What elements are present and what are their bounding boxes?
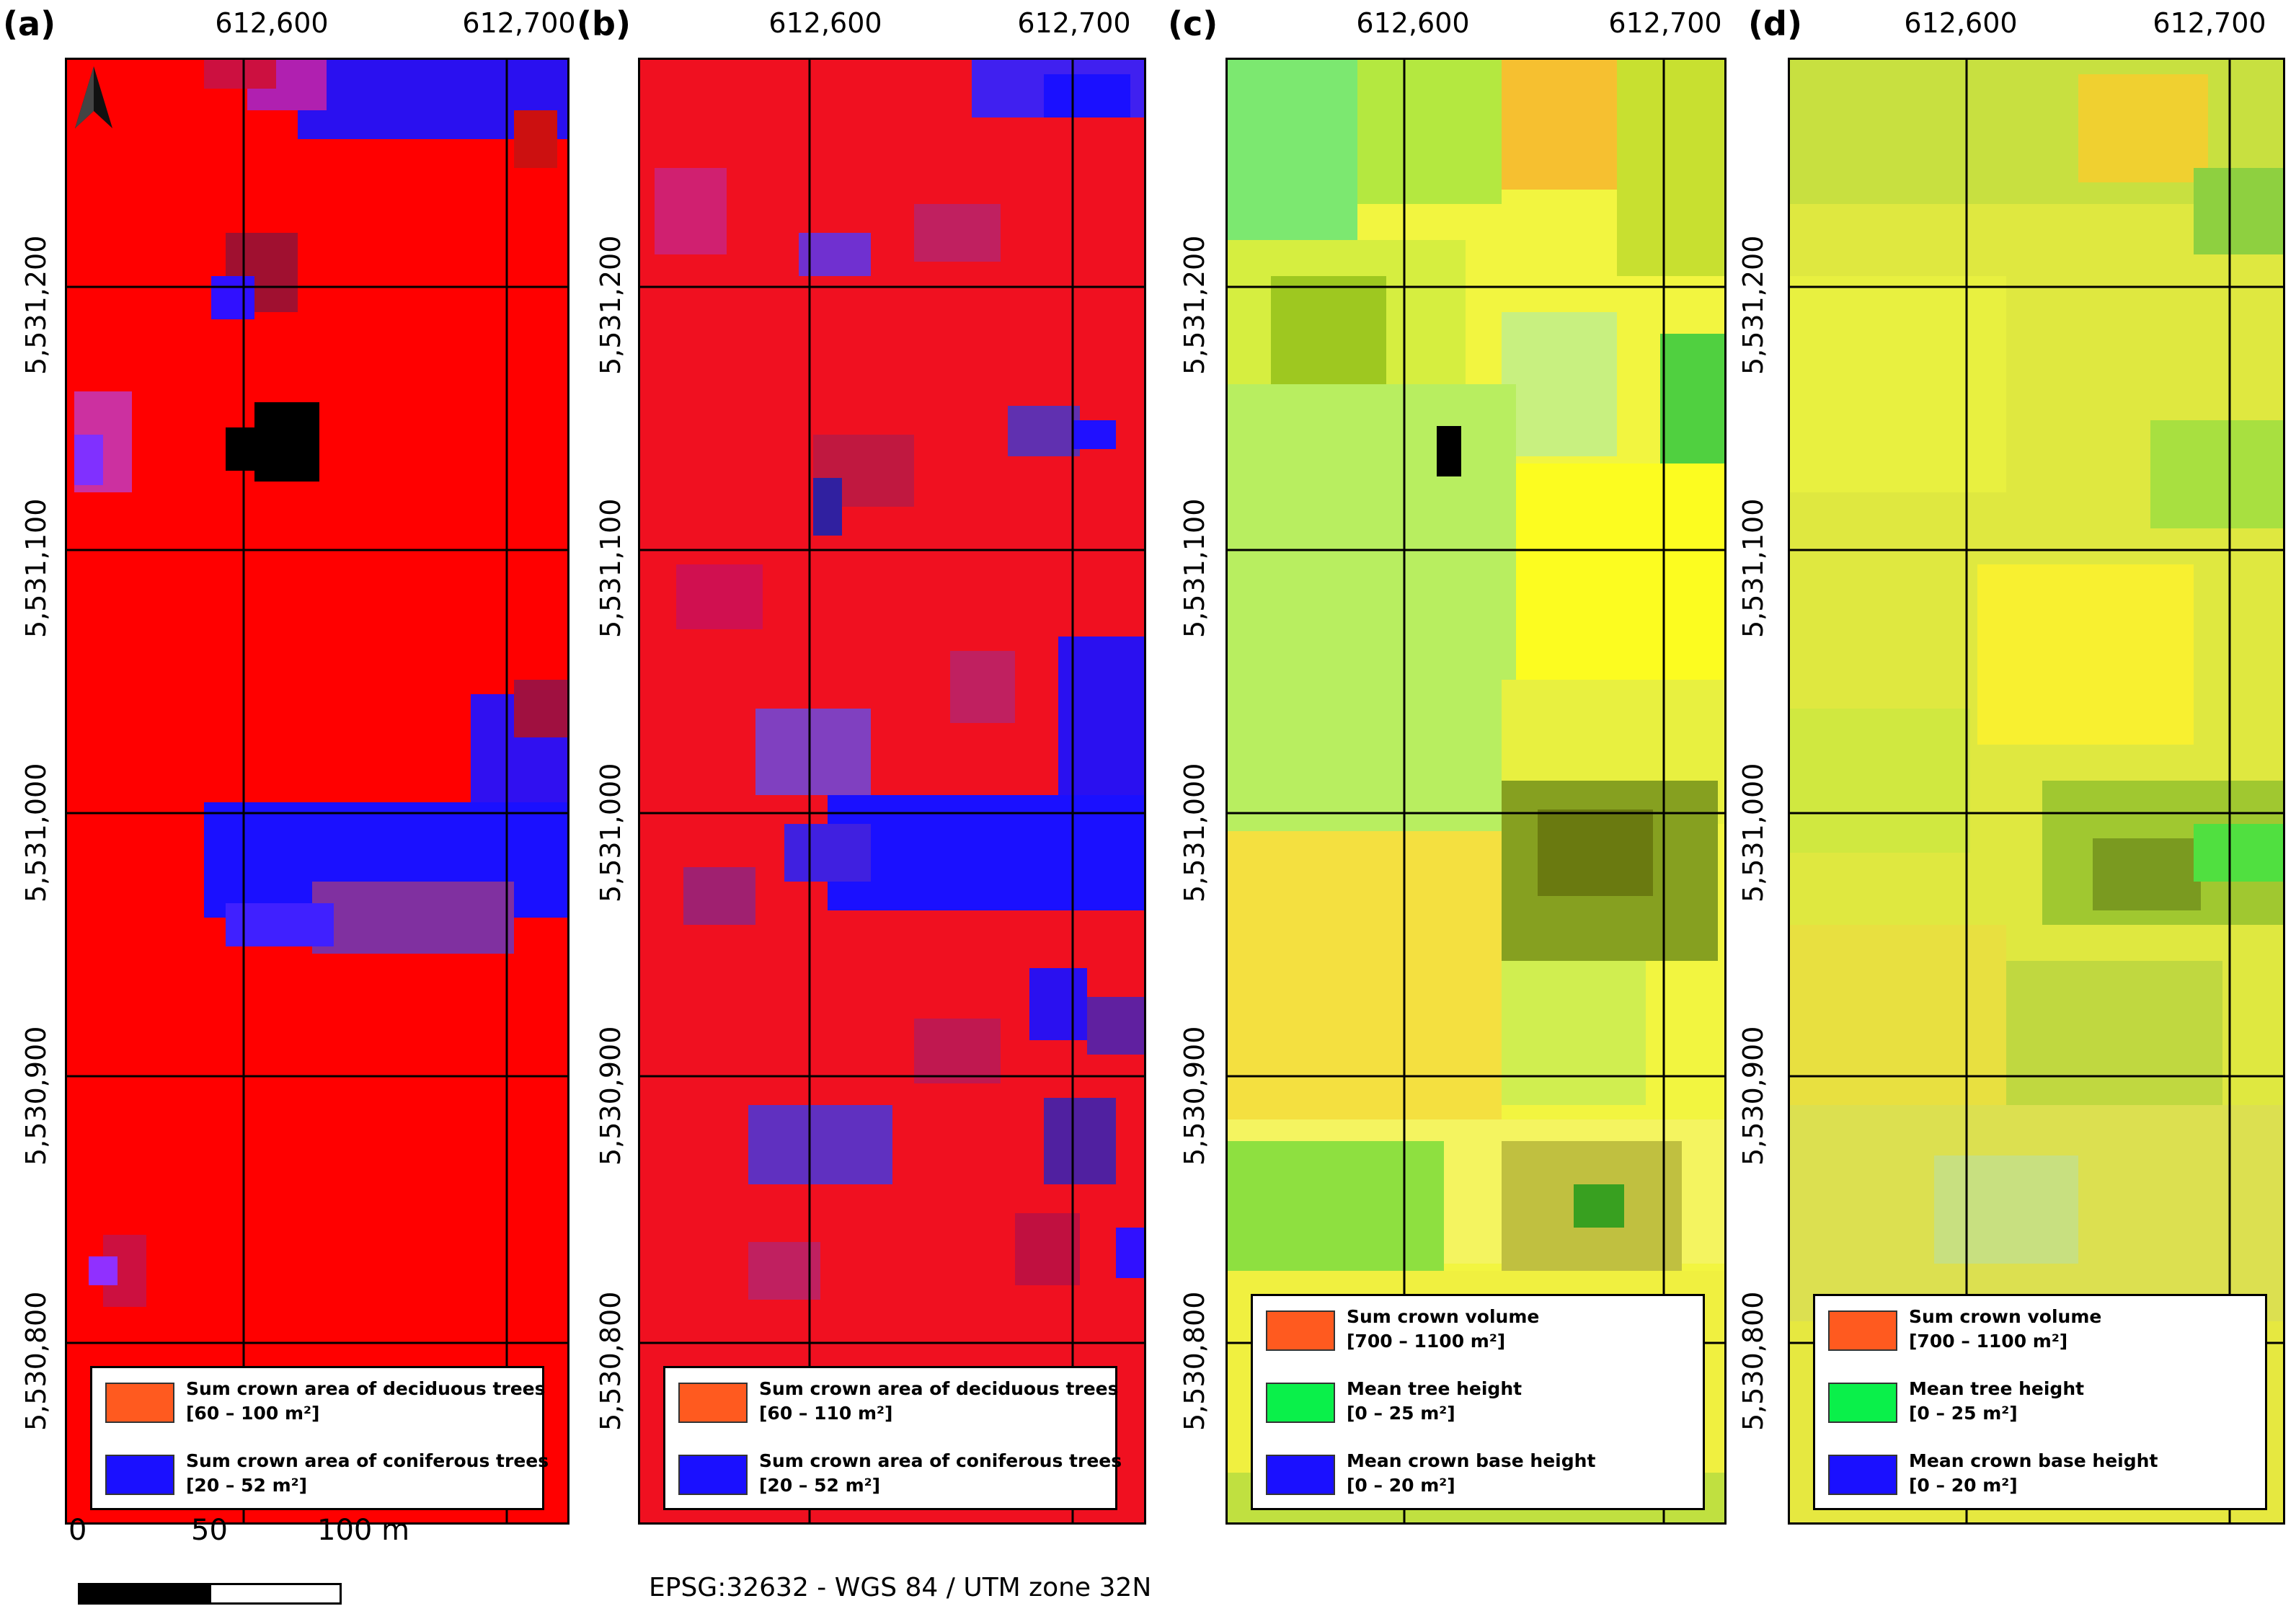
y-tick-label: 5,531,000 [595, 763, 626, 902]
legend-label: Sum crown volume [1909, 1306, 2102, 1327]
y-tick-label: 5,530,900 [20, 1026, 52, 1166]
legend: Sum crown area of deciduous trees [60 – … [663, 1366, 1122, 1510]
legend-swatch [1828, 1383, 1897, 1423]
legend: Sum crown area of deciduous trees [60 – … [90, 1366, 549, 1510]
y-tick-label: 5,531,100 [1737, 498, 1769, 638]
raster-layer [640, 60, 1144, 1522]
y-tick-label: 5,531,200 [1737, 235, 1769, 375]
legend-range: [0 – 20 m²] [1909, 1475, 2018, 1496]
crs-label: EPSG:32632 - WGS 84 / UTM zone 32N [649, 1573, 1152, 1602]
legend-label: Sum crown area of deciduous trees [186, 1378, 546, 1399]
x-tick-label: 612,700 [2153, 7, 2266, 39]
y-tick-label: 5,530,800 [595, 1291, 626, 1431]
y-tick-label: 5,530,800 [1737, 1291, 1769, 1431]
y-tick-label: 5,530,800 [20, 1291, 52, 1431]
legend-range: [0 – 25 m²] [1347, 1403, 1455, 1424]
raster-map [638, 58, 1146, 1525]
legend-swatch [105, 1383, 174, 1423]
legend-range: [0 – 25 m²] [1909, 1403, 2018, 1424]
legend-swatch [1266, 1455, 1335, 1495]
scale-label: 50 [191, 1514, 228, 1547]
legend-swatch [1828, 1455, 1897, 1495]
mixed-noise [655, 168, 1080, 1300]
scale-bar-graphic [78, 1583, 342, 1605]
x-tick-label: 612,700 [1608, 7, 1722, 39]
raster-map [65, 58, 569, 1525]
utm-grid [640, 60, 1144, 1522]
coniferous-patches [748, 60, 1144, 1278]
nodata-patch [1437, 426, 1461, 476]
y-tick-label: 5,531,000 [20, 763, 52, 902]
y-tick-label: 5,531,200 [595, 235, 626, 375]
legend-range: [60 – 110 m²] [759, 1403, 893, 1424]
legend-range: [700 – 1100 m²] [1909, 1331, 2068, 1352]
legend-label: Mean tree height [1347, 1378, 1522, 1399]
utm-grid [67, 60, 567, 1522]
legend-label: Mean crown base height [1909, 1450, 2158, 1471]
legend-label: Sum crown area of deciduous trees [759, 1378, 1119, 1399]
y-tick-label: 5,530,900 [1179, 1026, 1210, 1166]
legend-label: Sum crown area of coniferous trees [759, 1450, 1122, 1471]
legend-range: [0 – 20 m²] [1347, 1475, 1455, 1496]
y-tick-label: 5,531,200 [1179, 235, 1210, 375]
north-arrow-icon [75, 66, 112, 128]
panel-letter: (c) [1168, 4, 1218, 43]
legend-label: Sum crown volume [1347, 1306, 1540, 1327]
y-tick-label: 5,531,100 [20, 498, 52, 638]
legend-range: [60 – 100 m²] [186, 1403, 320, 1424]
x-tick-label: 612,700 [462, 7, 576, 39]
panel-letter: (d) [1748, 4, 1802, 43]
y-tick-label: 5,531,200 [20, 235, 52, 375]
panel-letter: (a) [3, 4, 56, 43]
legend-swatch [1266, 1310, 1335, 1351]
nodata-patch [226, 402, 319, 482]
y-tick-label: 5,530,900 [595, 1026, 626, 1166]
legend-swatch [1266, 1383, 1335, 1423]
coniferous-patches [74, 60, 567, 1307]
legend-label: Mean crown base height [1347, 1450, 1596, 1471]
x-tick-label: 612,600 [215, 7, 329, 39]
legend-label: Mean tree height [1909, 1378, 2085, 1399]
y-tick-label: 5,531,000 [1737, 763, 1769, 902]
legend: Sum crown volume [700 – 1100 m²] Mean tr… [1251, 1294, 1705, 1510]
legend-swatch [1828, 1310, 1897, 1351]
legend-swatch [678, 1455, 748, 1495]
x-tick-label: 612,600 [1904, 7, 2018, 39]
y-tick-label: 5,531,100 [595, 498, 626, 638]
scale-label: 100 m [317, 1514, 410, 1547]
scale-label: 0 [68, 1514, 87, 1547]
legend-range: [20 – 52 m²] [759, 1475, 881, 1496]
legend-range: [700 – 1100 m²] [1347, 1331, 1506, 1352]
y-tick-label: 5,531,100 [1179, 498, 1210, 638]
x-tick-label: 612,600 [1356, 7, 1470, 39]
legend-swatch [678, 1383, 748, 1423]
scale-bar-segment [80, 1585, 211, 1602]
legend: Sum crown volume [700 – 1100 m²] Mean tr… [1813, 1294, 2267, 1510]
y-tick-label: 5,530,900 [1737, 1026, 1769, 1166]
legend-range: [20 – 52 m²] [186, 1475, 308, 1496]
y-tick-label: 5,531,000 [1179, 763, 1210, 902]
raster-layer [67, 60, 567, 1522]
x-tick-label: 612,700 [1017, 7, 1131, 39]
y-tick-label: 5,530,800 [1179, 1291, 1210, 1431]
legend-swatch [105, 1455, 174, 1495]
x-tick-label: 612,600 [768, 7, 882, 39]
legend-label: Sum crown area of coniferous trees [186, 1450, 549, 1471]
panel-letter: (b) [577, 4, 631, 43]
